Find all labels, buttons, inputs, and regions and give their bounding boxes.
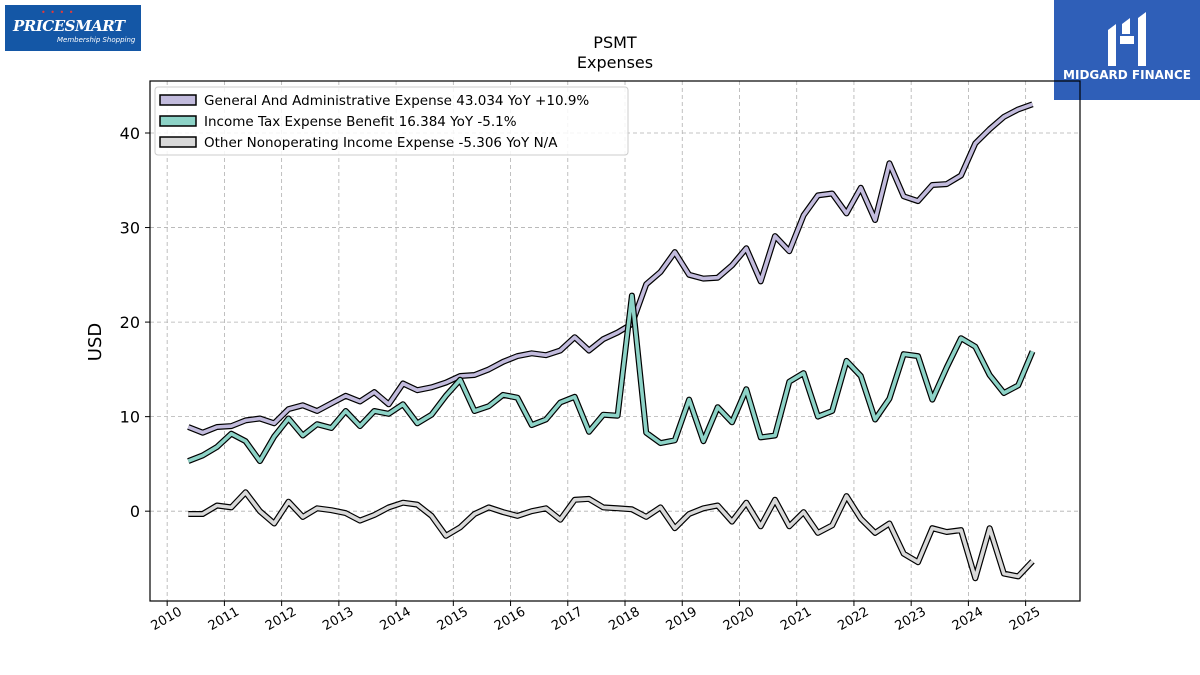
chart-title: PSMT [593,33,637,52]
y-tick-label: 0 [130,502,140,521]
x-tick-label: 2018 [606,604,642,634]
logo-dots-icon: • • • • [41,8,75,17]
y-tick-label: 20 [120,313,140,332]
legend-swatch [159,94,197,106]
x-tick-label: 2022 [835,604,871,634]
midgard-finance-emblem-icon [1108,12,1146,66]
series-line-outline [187,292,1036,465]
x-tick-label: 2011 [206,604,242,634]
midgard-finance-wordmark: MIDGARD FINANCE [1063,68,1191,82]
legend-box [154,86,629,156]
x-tick-label: 2016 [492,604,528,634]
pricesmart-logo-wordmark: PRICESMART [13,17,125,35]
x-tick-label: 2015 [435,604,471,634]
pricesmart-logo: • • • • PRICESMART Membership Shopping [5,5,141,51]
chart-grid [150,81,1080,601]
series-line [187,102,1034,435]
legend-swatch [159,115,197,127]
midgard-finance-logo: MIDGARD FINANCE [1054,0,1200,100]
y-tick-label: 10 [120,408,140,427]
legend-entry-label: General And Administrative Expense 43.03… [204,93,589,109]
legend-entry-label: Income Tax Expense Benefit 16.384 YoY -5… [204,114,517,130]
x-tick-label: 2025 [1007,604,1043,634]
y-tick-label: 40 [120,124,140,143]
pricesmart-logo-tagline: Membership Shopping [57,36,136,44]
y-tick-label: 30 [120,219,140,238]
x-tick-label: 2017 [549,604,585,634]
x-tick-label: 2023 [893,604,929,634]
chart-subtitle: Expenses [577,53,653,72]
x-tick-label: 2010 [149,604,185,634]
series-line-outline [188,489,1035,582]
legend-entry-label: Other Nonoperating Income Expense -5.306… [204,135,558,151]
legend-swatch [159,136,197,148]
x-tick-label: 2020 [721,604,757,634]
plot-frame [149,80,1081,602]
chart-legend: General And Administrative Expense 43.03… [154,86,629,156]
series-layer [187,101,1036,582]
x-tick-label: 2019 [664,604,700,634]
x-tick-label: 2014 [378,604,414,634]
series-line [188,490,1034,581]
x-tick-label: 2013 [320,604,356,634]
x-tick-label: 2021 [778,604,814,634]
x-tick-label: 2012 [263,604,299,634]
series-line [187,293,1035,463]
y-axis-label: USD [85,323,106,361]
x-tick-label: 2024 [950,604,986,634]
